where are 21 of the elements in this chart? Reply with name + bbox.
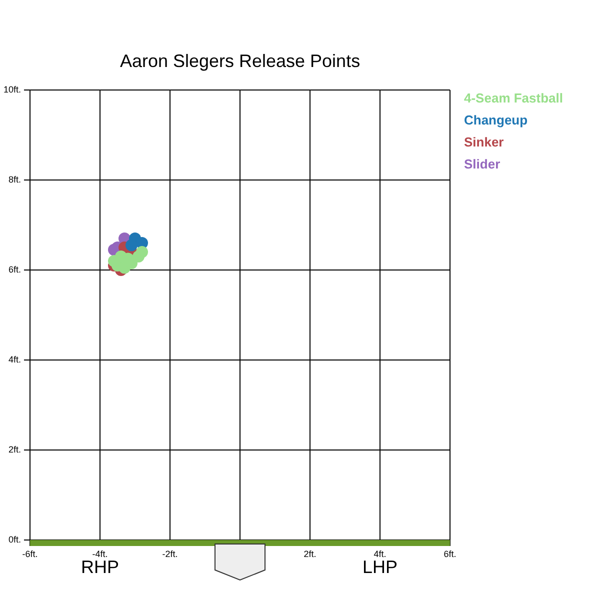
x-tick-label: 2ft. [304, 548, 316, 559]
point [126, 239, 138, 252]
text: LHP [362, 556, 398, 577]
text: Sinker [464, 134, 504, 150]
y-tick-label: 0ft. [8, 534, 21, 544]
x-tick-label: -4ft. [92, 548, 108, 559]
x-tick-label: 6ft. [444, 548, 456, 559]
y-tick-label: 8ft. [8, 174, 21, 184]
point [136, 246, 148, 258]
chart-title: Aaron Slegers Release Points [120, 50, 360, 71]
text: Changeup [464, 112, 528, 128]
x-tick-label: -6ft. [22, 548, 38, 559]
y-tick-label: 10ft. [3, 84, 21, 94]
y-tick-label: 2ft. [8, 444, 21, 454]
text: RHP [80, 556, 120, 577]
text: 4-Seam Fastball [464, 90, 563, 106]
x-tick-label: -2ft. [162, 548, 178, 559]
x-tick-label: 4ft. [374, 548, 386, 559]
y-tick-label: 4ft. [8, 354, 21, 364]
y-tick-label: 6ft. [8, 264, 21, 274]
text: Slider [464, 156, 500, 172]
